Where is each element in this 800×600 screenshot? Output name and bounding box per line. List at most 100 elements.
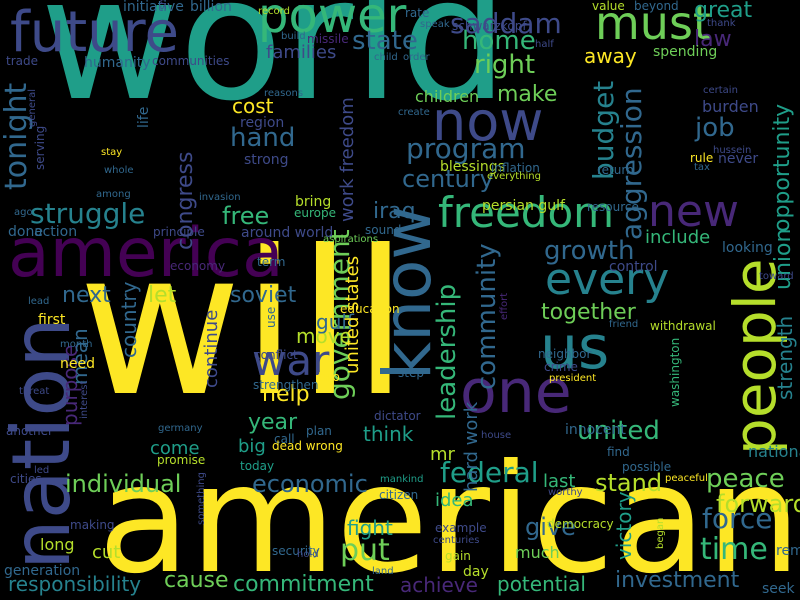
word-invasion: invasion: [199, 192, 241, 203]
word-national: national: [748, 442, 800, 461]
word-economic: economic: [252, 470, 368, 498]
word-will: will: [78, 208, 409, 441]
word-small: small: [158, 0, 169, 10]
word-never: never: [718, 151, 759, 167]
word-move: move: [296, 324, 352, 348]
word-must: must: [595, 0, 711, 50]
word-initiative: initiative: [123, 0, 184, 15]
word-order: order: [403, 52, 430, 63]
word-record: record: [258, 6, 290, 17]
word-hand: hand: [230, 123, 296, 153]
word-tax: tax: [694, 162, 710, 173]
word-among: among: [96, 189, 131, 200]
word-time: time: [700, 532, 768, 567]
word-dead-wrong: dead wrong: [272, 439, 343, 453]
word-use: use: [264, 306, 278, 328]
word-children: children: [415, 87, 480, 106]
word-new: new: [648, 186, 739, 237]
word-missile: missile: [307, 32, 349, 46]
word-community: community: [472, 243, 502, 390]
word-cities: cities: [10, 472, 42, 486]
word-dictator: dictator: [374, 409, 421, 423]
word-first: first: [38, 312, 66, 328]
word-two: two: [318, 370, 340, 384]
word-mr: mr: [430, 444, 455, 465]
word-germany: germany: [158, 423, 203, 434]
word-humanity: humanity: [84, 55, 151, 71]
word-struggle: struggle: [30, 197, 146, 230]
word-rule: rule: [690, 151, 714, 165]
word-idea: idea: [435, 490, 474, 511]
word-democracy: democracy: [547, 517, 614, 531]
word-united: united: [577, 416, 660, 446]
word-resource: resource: [587, 200, 639, 214]
word-right: right: [474, 50, 536, 80]
word-making: making: [70, 518, 115, 532]
word-spending: spending: [653, 44, 718, 60]
word-saddam: saddam: [450, 7, 562, 40]
word-gulf: gulf: [316, 310, 354, 334]
word-plan: plan: [306, 424, 332, 438]
word-began: began: [655, 517, 666, 549]
word-gain: gain: [445, 549, 471, 563]
word-withdrawal: withdrawal: [650, 319, 716, 333]
word-find: find: [607, 445, 630, 459]
word-strong: strong: [244, 152, 289, 168]
word-seek: seek: [762, 581, 795, 597]
word-potential: potential: [497, 572, 586, 596]
word-value: value: [592, 0, 625, 13]
word-control: control: [609, 259, 658, 275]
word-program: program: [406, 132, 526, 165]
word-burden: burden: [702, 97, 759, 116]
word-reasons: reasons: [264, 88, 304, 99]
word-growth: growth: [544, 236, 635, 266]
word-schwarzkopf: schwarzkopf: [452, 19, 527, 33]
word-stand: stand: [595, 469, 663, 497]
word-war: war: [252, 336, 330, 385]
word-continue: continue: [201, 309, 222, 388]
word-beyond: beyond: [634, 0, 679, 13]
word-innocent: innocent: [565, 422, 626, 438]
word-away: away: [584, 44, 637, 68]
word-cut: cut: [92, 542, 121, 563]
word-last: last: [543, 471, 576, 492]
word-strength: strength: [773, 315, 797, 400]
word-trade: trade: [6, 54, 38, 68]
word-free: free: [222, 202, 270, 230]
word-month: month: [60, 339, 93, 350]
word-cost: cost: [232, 94, 274, 118]
word-crime: crime: [544, 360, 578, 374]
word-return: return: [597, 163, 634, 177]
word-done: done: [8, 224, 43, 240]
word-citizen: citizen: [379, 488, 419, 502]
word-home: home: [462, 26, 536, 56]
word-sound: sound: [365, 223, 402, 237]
word-force: force: [702, 502, 773, 535]
word-include: include: [645, 227, 711, 248]
word-hard-work: hard work: [461, 401, 482, 492]
word-conflict: conflict: [254, 348, 298, 362]
word-mankind: mankind: [380, 474, 424, 485]
word-house: house: [481, 430, 512, 441]
word-let: let: [148, 283, 177, 308]
word-lead: lead: [28, 296, 50, 307]
word-term: term: [257, 255, 286, 269]
word-half: half: [535, 39, 554, 50]
word-interest: interest: [79, 380, 90, 419]
word-toward: toward: [759, 271, 794, 282]
word-another: another: [6, 424, 53, 438]
word-billion: billion: [190, 0, 232, 15]
word-year: year: [248, 410, 298, 435]
word-bring: bring: [295, 194, 332, 210]
word-think: think: [363, 422, 414, 446]
word-individual: individual: [65, 470, 182, 498]
word-call: call: [274, 432, 295, 446]
word-century: century: [402, 165, 494, 193]
word-opportunity: opportunity: [770, 103, 795, 232]
word-washington: washington: [668, 337, 682, 407]
word-help: help: [262, 382, 310, 407]
word-future: future: [10, 0, 179, 65]
word-iraq: iraq: [373, 199, 416, 224]
word-cause: cause: [164, 568, 229, 593]
